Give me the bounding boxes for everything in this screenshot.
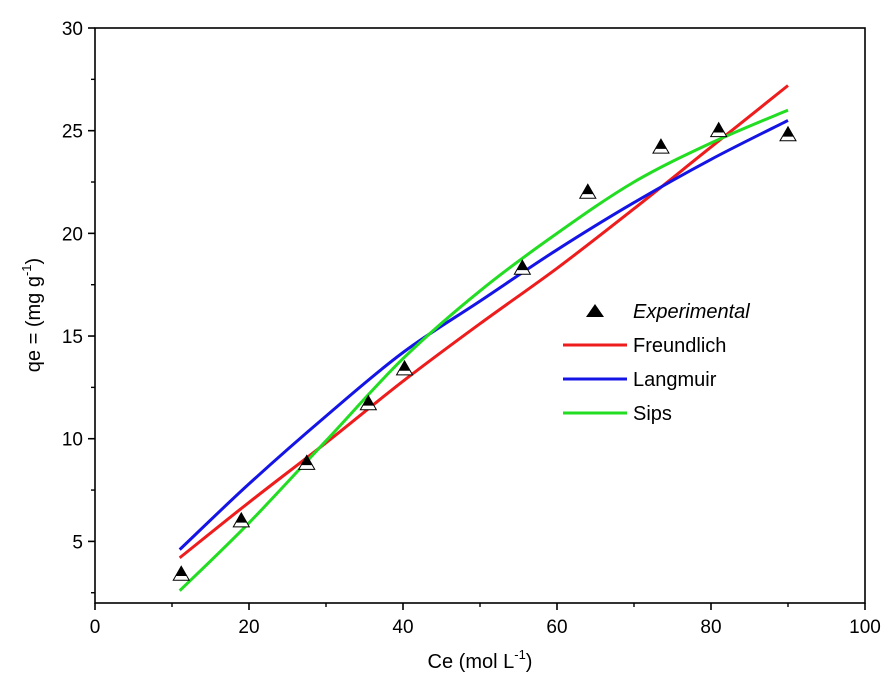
- point-fill: [516, 260, 528, 271]
- y-tick-label: 20: [62, 224, 83, 245]
- legend-entry-experimental: Experimental: [586, 301, 750, 323]
- legend-label-freundlich: Freundlich: [633, 335, 726, 357]
- legend-entry-sips: Sips: [563, 403, 672, 425]
- x-axis-ticks: 0 20 40 60 80 100: [90, 603, 881, 638]
- legend-marker-triangle: [586, 304, 604, 317]
- point-fill: [362, 395, 374, 406]
- fit-curves: [178, 84, 789, 592]
- experimental-point: [709, 121, 728, 138]
- point-fill: [713, 122, 725, 133]
- y-tick-label: 15: [62, 327, 83, 348]
- experimental-points: [172, 121, 797, 581]
- x-tick-label: 20: [238, 617, 259, 638]
- legend-entry-langmuir: Langmuir: [563, 369, 717, 391]
- experimental-point: [232, 511, 251, 528]
- experimental-point: [395, 359, 414, 376]
- experimental-point: [652, 138, 670, 154]
- legend-label-sips: Sips: [633, 403, 672, 425]
- curve-langmuir: [178, 119, 789, 551]
- point-fill: [301, 455, 313, 466]
- experimental-point: [578, 183, 597, 199]
- experimental-point: [513, 259, 532, 275]
- experimental-point: [297, 454, 316, 470]
- y-axis-title: qe = (mg g-1): [19, 258, 45, 372]
- legend-label-langmuir: Langmuir: [633, 369, 717, 391]
- curve-sips: [178, 108, 789, 592]
- y-tick-label: 5: [72, 532, 83, 553]
- point-fill: [175, 566, 187, 577]
- legend-label-experimental: Experimental: [633, 301, 750, 323]
- experimental-point: [359, 394, 378, 411]
- legend-entry-freundlich: Freundlich: [563, 335, 726, 357]
- point-fill: [398, 360, 411, 371]
- x-axis-title: Ce (mol L-1): [428, 647, 533, 673]
- point-fill: [655, 139, 667, 149]
- point-fill: [235, 512, 247, 523]
- x-tick-label: 60: [546, 617, 567, 638]
- experimental-point: [172, 565, 191, 581]
- experimental-point: [779, 125, 797, 142]
- legend: Experimental Freundlich Langmuir Sips: [563, 301, 750, 425]
- x-tick-label: 0: [90, 617, 101, 638]
- y-tick-label: 10: [62, 430, 83, 451]
- x-tick-label: 40: [392, 617, 413, 638]
- y-axis-ticks: 5 10 15 20 25 30: [62, 19, 95, 594]
- point-fill: [782, 126, 794, 137]
- y-tick-label: 25: [62, 122, 83, 143]
- curve-freundlich: [178, 84, 789, 559]
- x-tick-label: 80: [700, 617, 721, 638]
- y-tick-label: 30: [62, 19, 83, 40]
- x-tick-label: 100: [849, 617, 881, 638]
- point-fill: [582, 184, 594, 195]
